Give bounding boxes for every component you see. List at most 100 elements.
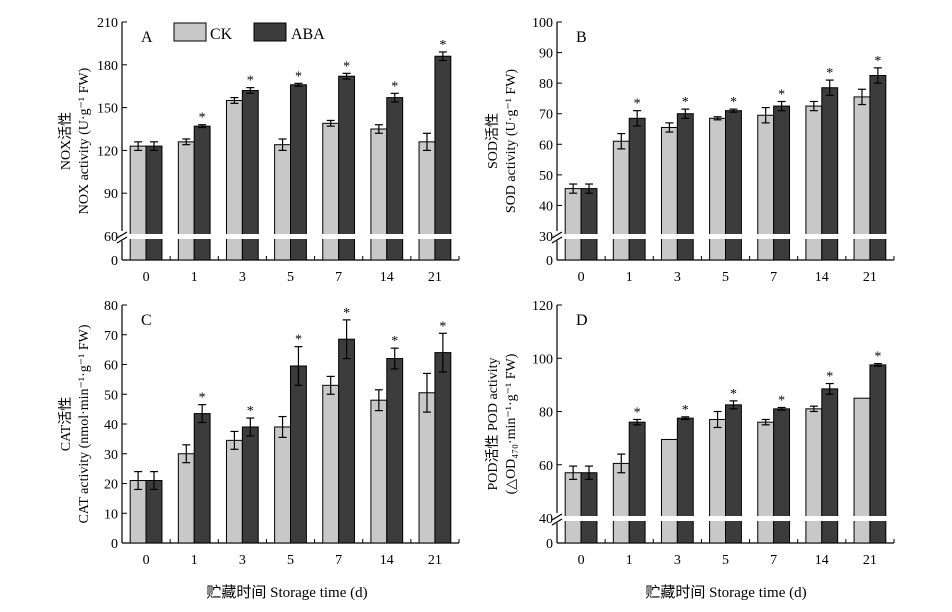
axis-break-mark (551, 231, 563, 239)
bar-aba (580, 188, 598, 261)
y-tick-label-zero: 0 (546, 254, 553, 269)
y-tick-label: 60 (539, 138, 553, 153)
x-tick-label: 7 (335, 270, 342, 285)
bar-ck (274, 426, 291, 544)
y-tick-label: 120 (532, 299, 553, 314)
chart-panel-a: 60 90 120 150 180 210 0 0 1 * 3 * 5 * 7 * 14 * 21 * A NOX活性 NO… (58, 16, 460, 285)
significance-star: * (730, 95, 737, 110)
axis-break-gap (559, 516, 894, 521)
axis-break-mark (551, 236, 563, 244)
y-tick-label: 90 (104, 187, 118, 202)
axis-break-gap (559, 234, 894, 239)
bar-aba (676, 417, 694, 544)
x-axis-label-left: 贮藏时间 Storage time (d) (206, 584, 367, 601)
x-tick-label: 3 (239, 553, 246, 568)
y-tick-label: 30 (539, 230, 553, 245)
bar-aba (434, 352, 452, 544)
bar-ck (177, 453, 195, 544)
bar-ck (612, 140, 630, 261)
y-tick-label: 70 (539, 108, 553, 123)
y-tick-label: 100 (532, 16, 553, 31)
x-tick-label: 3 (239, 270, 246, 285)
x-tick-label: 3 (674, 553, 681, 568)
bar-aba (193, 125, 211, 261)
x-tick-label: 5 (287, 553, 294, 568)
x-tick-label: 0 (143, 270, 150, 285)
axis-break-mask (553, 231, 561, 241)
y-tick-label: 180 (97, 59, 118, 74)
legend-label-aba: ABA (291, 26, 325, 43)
bar-aba (628, 421, 646, 544)
y-tick-label: 70 (104, 329, 118, 344)
bar-ck (322, 384, 340, 544)
bar-aba (386, 358, 404, 544)
axis-break-mark (551, 518, 563, 526)
x-tick-label: 5 (722, 553, 729, 568)
legend: CK ABA (173, 22, 325, 43)
bar-ck (370, 399, 388, 544)
bar-ck (709, 418, 726, 544)
y-axis-label-line2: (△OD₄₇₀·min⁻¹·g⁻¹ FW) (504, 353, 519, 494)
bar-ck (274, 144, 291, 261)
y-tick-label: 100 (532, 352, 553, 367)
x-tick-label: 1 (626, 270, 633, 285)
significance-star: * (295, 69, 302, 84)
bar-aba (193, 413, 211, 544)
bar-ck (660, 438, 678, 544)
x-tick-label: 3 (674, 270, 681, 285)
chart-panel-d: 40 60 80 100 120 0 0 1 * 3 * 5 * 7 * 14 * 21 * D POD活性 POD a… (485, 299, 895, 568)
bar-ck (322, 122, 340, 261)
x-tick-label: 0 (578, 270, 585, 285)
y-tick-label: 80 (539, 77, 553, 92)
y-tick-label: 10 (104, 507, 118, 522)
x-tick-label: 1 (191, 553, 198, 568)
bar-ck (564, 188, 582, 261)
y-axis-label-line2: SOD activity (U·g⁻¹ FW) (504, 69, 519, 214)
x-tick-label: 21 (863, 553, 877, 568)
y-tick-label: 20 (104, 478, 118, 493)
panel-letter: D (576, 312, 588, 329)
x-tick-label: 7 (770, 553, 777, 568)
axis-break-gap (124, 234, 459, 239)
y-tick-label: 210 (97, 16, 118, 31)
y-tick-label: 80 (104, 299, 118, 314)
significance-star: * (439, 319, 446, 334)
y-tick-label: 60 (104, 359, 118, 374)
x-tick-label: 7 (770, 270, 777, 285)
bar-aba (145, 145, 163, 261)
bar-aba (869, 75, 887, 261)
x-tick-label: 14 (380, 270, 394, 285)
axis-break-mask (553, 513, 561, 523)
bar-aba (241, 426, 259, 544)
y-axis-label-line2: CAT activity (nmol·min⁻¹·g⁻¹ FW) (77, 324, 92, 523)
significance-star: * (247, 404, 254, 419)
y-tick-label: 40 (104, 418, 118, 433)
x-tick-label: 21 (863, 270, 877, 285)
y-tick-label: 40 (539, 199, 553, 214)
bar-ck (757, 421, 775, 544)
legend-swatch-ck (173, 22, 207, 42)
significance-star: * (826, 66, 833, 81)
bar-aba (290, 84, 307, 261)
y-tick-label: 0 (111, 537, 118, 552)
bar-ck (129, 145, 147, 261)
panel-letter: C (141, 312, 152, 329)
bar-aba (434, 55, 452, 261)
y-axis-label-line1: POD活性 POD activity (485, 358, 501, 491)
significance-star: * (634, 97, 641, 112)
y-tick-label: 60 (539, 459, 553, 474)
chart-panel-b: 30 40 50 60 70 80 90 100 0 0 1 * 3 * 5 * 7 * 14 * 21 * B SOD活性 S… (485, 16, 895, 285)
significance-star: * (874, 350, 881, 365)
significance-star: * (199, 391, 206, 406)
y-tick-label: 120 (97, 144, 118, 159)
bar-ck (418, 392, 436, 544)
legend-swatch-aba (253, 22, 287, 42)
significance-star: * (682, 95, 689, 110)
significance-star: * (295, 333, 302, 348)
legend-label-ck: CK (210, 26, 233, 43)
bar-ck (805, 408, 823, 544)
significance-star: * (778, 394, 785, 409)
